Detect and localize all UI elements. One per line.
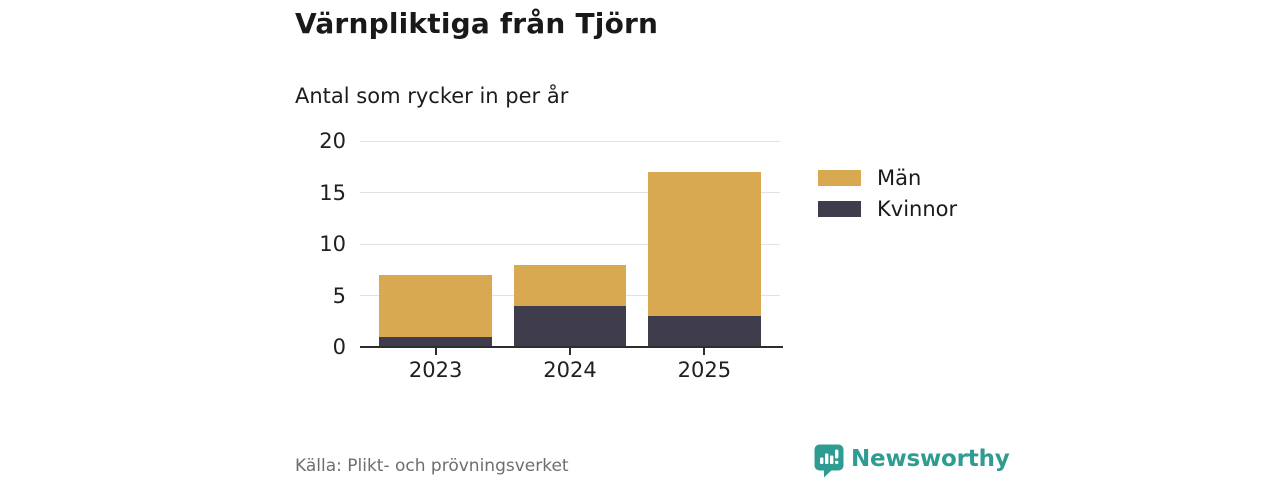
bar-2023-kvinnor[interactable] xyxy=(379,336,492,347)
legend-swatch-kvinnor xyxy=(818,200,861,217)
legend-item-kvinnor[interactable]: Kvinnor xyxy=(818,193,957,224)
x-tick-label-2024: 2024 xyxy=(543,358,597,382)
x-tick-2023 xyxy=(434,348,437,355)
gridline-y-15 xyxy=(360,192,780,193)
x-tick-2024 xyxy=(569,348,571,355)
bar-2025-män[interactable] xyxy=(648,171,761,317)
gridline-y-10 xyxy=(360,243,780,245)
y-tick-label-10: 10 xyxy=(319,232,346,256)
y-tick-label-15: 15 xyxy=(319,180,346,205)
y-tick-label-0: 0 xyxy=(332,335,346,359)
x-tick-label-2025: 2025 xyxy=(677,358,732,382)
bar-2023-män[interactable] xyxy=(379,274,492,337)
x-axis-line xyxy=(360,346,783,348)
legend-item-män[interactable]: Män xyxy=(818,162,957,193)
legend-label: Män xyxy=(877,165,922,190)
bar-2024-kvinnor[interactable] xyxy=(513,305,627,347)
plot-area xyxy=(360,140,780,347)
chart-subtitle: Antal som rycker in per år xyxy=(295,84,569,108)
x-tick-2025 xyxy=(703,348,706,355)
y-tick-label-20: 20 xyxy=(319,129,346,153)
y-tick-label-5: 5 xyxy=(332,283,346,308)
gridline-y-20 xyxy=(360,140,780,142)
source-note: Källa: Plikt- och prövningsverket xyxy=(295,456,569,476)
brand-name: Newsworthy xyxy=(851,446,1010,472)
newsworthy-icon xyxy=(814,444,844,478)
page-title: Värnpliktiga från Tjörn xyxy=(295,7,659,40)
x-tick-label-2023: 2023 xyxy=(408,358,463,382)
legend-label: Kvinnor xyxy=(877,196,958,221)
bar-2025-kvinnor[interactable] xyxy=(648,316,761,347)
brand-logo: Newsworthy xyxy=(814,444,1010,478)
legend: Män Kvinnor xyxy=(818,162,957,224)
bar-2024-män[interactable] xyxy=(513,264,627,306)
legend-swatch-män xyxy=(818,169,861,186)
